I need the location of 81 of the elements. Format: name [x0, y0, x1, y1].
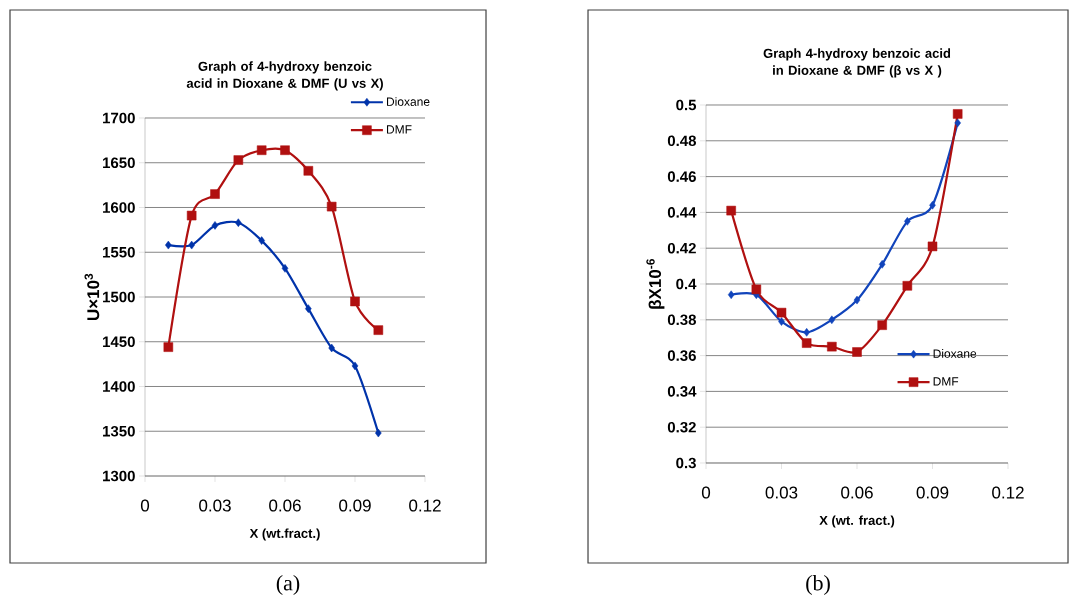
y-tick-label: 0.5: [676, 99, 697, 111]
legend-label: Dioxane: [933, 349, 977, 358]
x-tick-label: 0.09: [916, 486, 949, 499]
y-tick-label: 1600: [103, 202, 135, 213]
point: [726, 205, 736, 216]
point: [852, 347, 862, 357]
point: [235, 218, 242, 227]
point: [878, 260, 886, 269]
y-tick-label: 1550: [103, 246, 135, 258]
y-tick-label: 0.34: [667, 386, 697, 397]
point: [281, 264, 289, 273]
point: [904, 217, 911, 226]
point: [801, 338, 812, 348]
point: [303, 166, 314, 176]
point: [952, 109, 963, 119]
text: (b): [806, 575, 830, 595]
point: [828, 315, 836, 325]
y-tick-label: 1450: [103, 336, 135, 348]
x-tick-label: 0.03: [199, 499, 231, 512]
point: [727, 290, 735, 299]
y-tick-label: 0.36: [667, 350, 696, 361]
y-tick-label: 1650: [103, 157, 135, 169]
y-tick-label: 1700: [103, 112, 135, 124]
point: [375, 428, 382, 438]
y-tick-label: 0.42: [667, 242, 696, 254]
y-axis-title: U×10$^{3}$: [84, 273, 100, 321]
point: [954, 118, 961, 128]
point: [258, 236, 265, 245]
chart-title: Graph of 4-hydroxy benzoic acid in Dioxane & DMF (U vs X): [186, 61, 383, 91]
point: [927, 241, 938, 252]
point: [305, 304, 312, 313]
y-tick-label: 1400: [103, 381, 135, 392]
y-axis-title: βX10$^{-6}$: [646, 259, 665, 309]
point: [163, 342, 174, 352]
point: [853, 295, 861, 305]
point: [929, 200, 936, 210]
y-tick-label: 0.3: [676, 457, 696, 469]
y-tick-label: 1300: [103, 470, 135, 482]
point: [351, 361, 359, 371]
y-tick-label: 0.48: [667, 135, 696, 147]
x-tick-label: 0.03: [765, 486, 798, 499]
y-tick-label: 0.44: [667, 207, 697, 218]
y-tick-label: 0.46: [667, 171, 696, 182]
point: [211, 221, 219, 230]
x-tick-label: 0.12: [992, 486, 1024, 499]
point: [210, 189, 220, 199]
point: [776, 307, 787, 318]
point: [165, 240, 172, 250]
point: [186, 210, 197, 221]
point: [803, 328, 810, 337]
y-tick-label: 0.38: [667, 314, 696, 326]
point: [326, 201, 337, 212]
text: (a): [276, 575, 300, 595]
chart-title: Graph 4-hydroxy benzoic acid in Dioxane & DMF (β vs X ): [763, 48, 951, 78]
point: [877, 320, 887, 330]
point: [902, 281, 913, 291]
x-tick-label: 0: [701, 486, 711, 499]
legend-label: DMF: [386, 125, 412, 134]
point: [280, 145, 290, 155]
point: [256, 145, 267, 155]
y-tick-label: 1350: [103, 425, 135, 437]
x-axis-title: X (wt. fract.): [819, 515, 895, 528]
point: [373, 325, 384, 335]
point: [827, 341, 837, 352]
y-tick-label: 1500: [103, 291, 135, 303]
y-tick-label: 0.4: [676, 278, 697, 290]
point: [328, 343, 335, 353]
point: [751, 284, 762, 295]
point: [188, 240, 195, 250]
legend-label: Dioxane: [386, 97, 430, 106]
x-tick-label: 0.09: [339, 499, 371, 512]
point: [233, 155, 244, 165]
x-tick-label: 0.06: [841, 486, 873, 499]
y-tick-label: 0.32: [667, 421, 696, 433]
x-tick-label: 0.12: [409, 499, 441, 512]
point: [350, 296, 360, 307]
x-axis-title: X (wt.fract.): [249, 528, 320, 541]
x-tick-label: 0.06: [269, 499, 301, 512]
legend-label: DMF: [933, 377, 959, 386]
point: [778, 317, 785, 326]
x-tick-label: 0: [140, 499, 150, 512]
